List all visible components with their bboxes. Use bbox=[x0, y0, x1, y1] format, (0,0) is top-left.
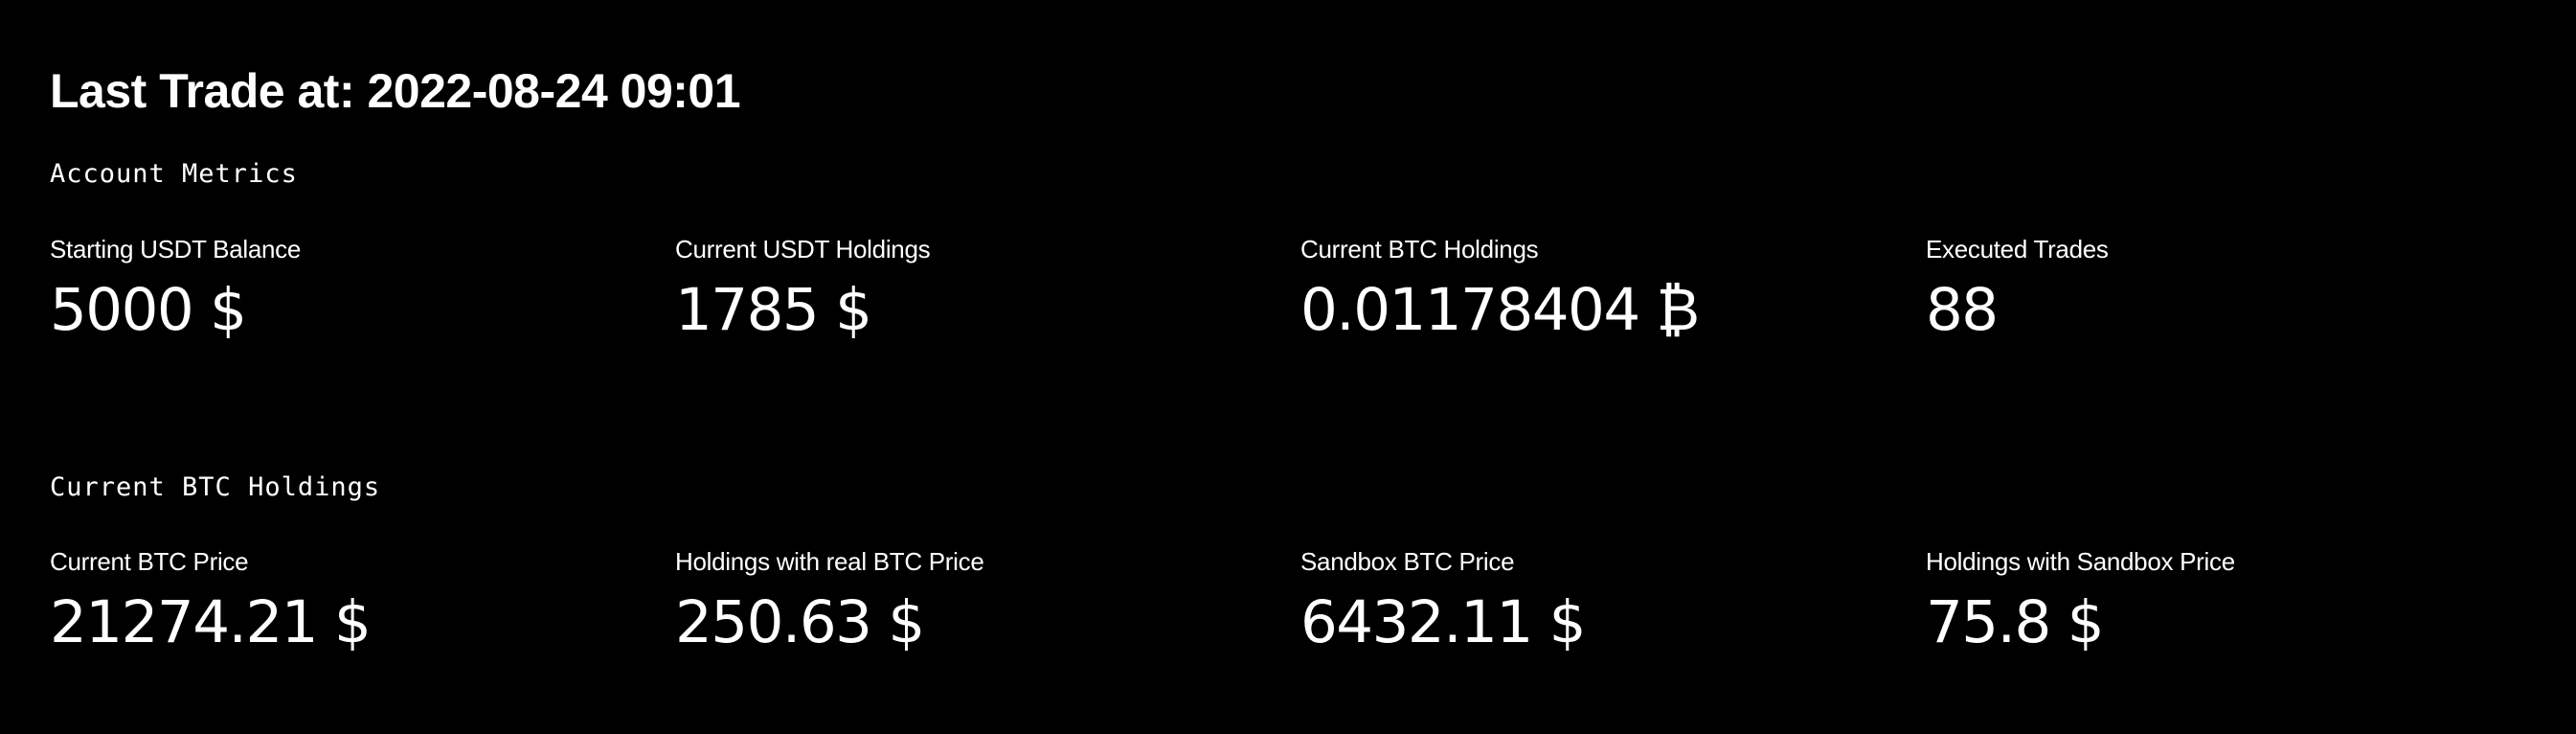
metric-holdings-sandbox-price: Holdings with Sandbox Price 75.8 $ bbox=[1926, 544, 2520, 659]
metric-holdings-real-btc-price: Holdings with real BTC Price 250.63 $ bbox=[675, 544, 1269, 659]
section-heading-account-metrics: Account Metrics bbox=[50, 159, 298, 189]
metric-label: Current BTC Holdings bbox=[1300, 235, 1539, 264]
metric-value: 1785 $ bbox=[675, 276, 872, 344]
metric-starting-usdt-balance: Starting USDT Balance 5000 $ bbox=[50, 232, 644, 347]
metric-current-btc-holdings: Current BTC Holdings 0.01178404 ₿ bbox=[1300, 232, 1894, 347]
metric-value: 5000 $ bbox=[50, 276, 247, 344]
metric-value: 88 bbox=[1926, 276, 1999, 344]
metric-label: Current BTC Price bbox=[50, 547, 249, 576]
metric-label: Current USDT Holdings bbox=[675, 235, 931, 264]
metric-value: 75.8 $ bbox=[1926, 588, 2105, 656]
metric-value: 21274.21 $ bbox=[50, 588, 372, 656]
metric-current-btc-price: Current BTC Price 21274.21 $ bbox=[50, 544, 644, 659]
btc-metrics-row: Current BTC Price 21274.21 $ Holdings wi… bbox=[50, 544, 2540, 669]
metric-sandbox-btc-price: Sandbox BTC Price 6432.11 $ bbox=[1300, 544, 1894, 659]
metric-current-usdt-holdings: Current USDT Holdings 1785 $ bbox=[675, 232, 1269, 347]
metric-value: 0.01178404 ₿ bbox=[1300, 276, 1700, 344]
metric-label: Sandbox BTC Price bbox=[1300, 547, 1515, 576]
metric-value: 6432.11 $ bbox=[1300, 588, 1586, 656]
metric-executed-trades: Executed Trades 88 bbox=[1926, 232, 2520, 347]
metric-value: 250.63 $ bbox=[675, 588, 925, 656]
metric-label: Holdings with Sandbox Price bbox=[1926, 547, 2235, 576]
section-heading-current-btc-holdings: Current BTC Holdings bbox=[50, 472, 381, 502]
metric-label: Holdings with real BTC Price bbox=[675, 547, 984, 576]
metric-label: Executed Trades bbox=[1926, 235, 2109, 264]
page-title: Last Trade at: 2022-08-24 09:01 bbox=[50, 64, 741, 118]
metric-label: Starting USDT Balance bbox=[50, 235, 302, 264]
account-metrics-row: Starting USDT Balance 5000 $ Current USD… bbox=[50, 232, 2540, 356]
